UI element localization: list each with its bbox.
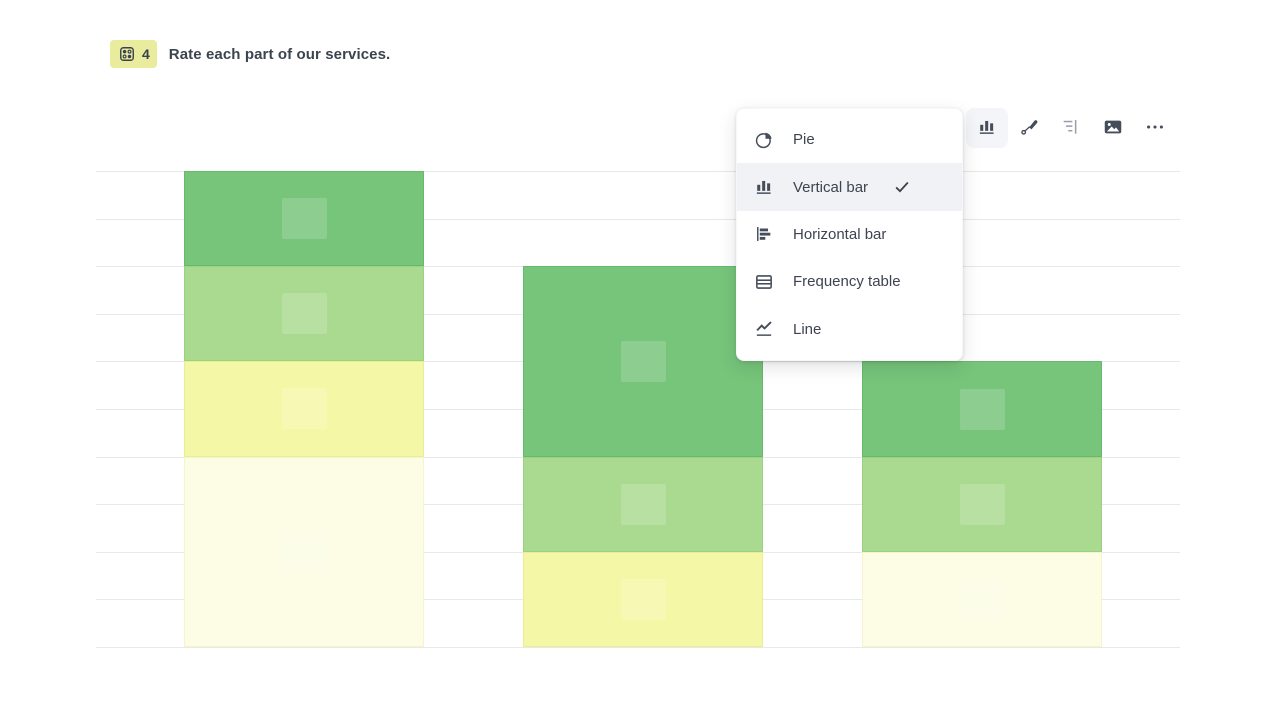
faded-value-label	[620, 578, 666, 620]
bar-segment-rating-green[interactable]	[184, 171, 424, 267]
bar-segment-rating-green[interactable]	[523, 266, 763, 457]
gridline	[96, 171, 1180, 172]
chart-type-button[interactable]	[966, 108, 1008, 148]
pie-chart-icon	[752, 128, 776, 152]
question-type-badge: 4	[110, 40, 157, 68]
menu-item-label: Pie	[793, 131, 815, 149]
question-title: Rate each part of our services.	[168, 45, 391, 63]
paintbrush-icon	[1018, 116, 1040, 141]
horizontal-bar-icon	[752, 222, 776, 246]
faded-value-label	[281, 198, 327, 240]
faded-value-label	[959, 483, 1005, 525]
faded-value-label	[620, 340, 666, 382]
gridline	[96, 647, 1180, 648]
bar	[523, 266, 763, 647]
menu-item-vertical-bar[interactable]: Vertical bar	[737, 163, 962, 211]
matrix-icon	[117, 44, 137, 64]
menu-item-pie[interactable]: Pie	[737, 116, 962, 163]
bar-segment-rating-yellow[interactable]	[184, 361, 424, 457]
sort-button[interactable]	[1050, 108, 1092, 148]
style-button[interactable]	[1008, 108, 1050, 148]
bar	[862, 361, 1102, 647]
question-number: 4	[142, 46, 150, 62]
faded-value-label	[620, 483, 666, 525]
faded-value-label	[281, 293, 327, 335]
menu-item-label: Frequency table	[793, 273, 901, 291]
menu-item-line[interactable]: Line	[737, 306, 962, 353]
bar-segment-rating-light-green[interactable]	[862, 456, 1102, 552]
gridline	[96, 218, 1180, 220]
bar-segment-rating-pale-yellow[interactable]	[862, 551, 1102, 647]
vertical-bar-icon	[752, 175, 776, 199]
faded-value-label	[959, 578, 1005, 620]
menu-item-label: Line	[793, 320, 822, 338]
stacked-bar-chart	[96, 171, 1180, 648]
faded-value-label	[959, 388, 1005, 430]
more-button[interactable]	[1134, 108, 1176, 148]
ellipsis-icon	[1144, 116, 1166, 141]
bar-segment-rating-pale-yellow[interactable]	[184, 456, 424, 647]
bar-segment-rating-green[interactable]	[862, 361, 1102, 457]
checkmark-icon	[892, 177, 912, 197]
image-icon	[1102, 116, 1124, 141]
chart-toolbar	[966, 108, 1176, 148]
image-button[interactable]	[1092, 108, 1134, 148]
menu-item-frequency-table[interactable]: Frequency table	[737, 258, 962, 305]
align-right-icon	[1060, 116, 1082, 141]
bar-segment-rating-yellow[interactable]	[523, 551, 763, 647]
bar-segment-rating-light-green[interactable]	[523, 456, 763, 552]
question-header: 4 Rate each part of our services.	[110, 40, 390, 68]
bar	[184, 171, 424, 647]
line-chart-icon	[752, 317, 776, 341]
faded-value-label	[281, 388, 327, 430]
chart-type-menu: Pie Vertical bar	[736, 108, 963, 361]
bar-chart-icon	[976, 116, 998, 141]
frequency-table-icon	[752, 270, 776, 294]
faded-value-label	[281, 531, 327, 573]
bar-segment-rating-light-green[interactable]	[184, 266, 424, 362]
menu-item-label: Horizontal bar	[793, 225, 887, 243]
menu-item-label: Vertical bar	[793, 178, 869, 196]
menu-item-horizontal-bar[interactable]: Horizontal bar	[737, 211, 962, 258]
